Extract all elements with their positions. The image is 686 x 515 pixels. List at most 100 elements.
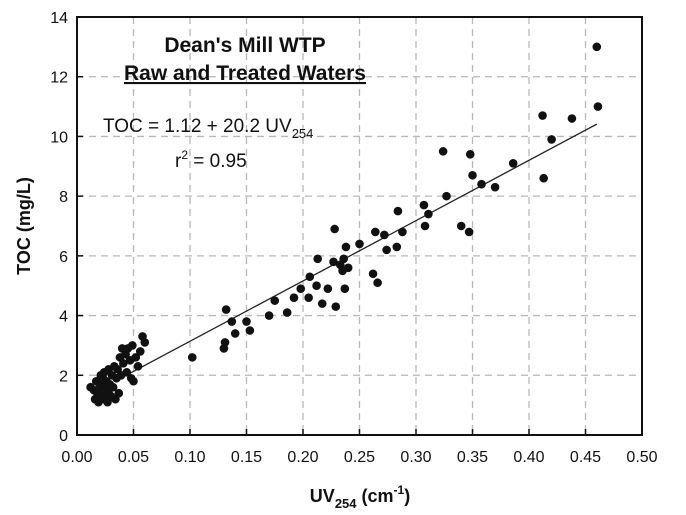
r2-superscript: 2 bbox=[181, 148, 188, 162]
x-tick-labels: 0.00 0.05 0.10 0.15 0.20 0.25 0.30 0.35 0.40 0.45… bbox=[61, 429, 658, 466]
x-axis-title-main: UV bbox=[310, 486, 335, 506]
data-point bbox=[227, 317, 237, 326]
x-tick-label: 0.00 bbox=[61, 449, 92, 466]
data-point bbox=[398, 227, 407, 237]
data-point bbox=[419, 200, 429, 210]
data-point bbox=[129, 376, 138, 386]
data-point bbox=[477, 179, 486, 189]
data-point bbox=[508, 159, 518, 168]
data-point bbox=[593, 102, 603, 111]
data-point bbox=[340, 284, 350, 294]
y-axis-title: TOC (mg/L) bbox=[14, 177, 34, 275]
y-tick-label: 2 bbox=[59, 368, 68, 385]
data-point bbox=[245, 326, 255, 335]
data-point bbox=[592, 42, 602, 52]
x-axis-title-unit: (cm bbox=[357, 486, 394, 506]
y-tick-label: 10 bbox=[50, 129, 68, 146]
data-point bbox=[317, 299, 327, 308]
data-point bbox=[135, 347, 145, 356]
r-squared: r2 = 0.95 bbox=[175, 148, 247, 172]
data-point bbox=[339, 254, 348, 264]
data-point bbox=[538, 111, 547, 120]
data-point bbox=[323, 284, 333, 294]
data-point bbox=[304, 293, 313, 302]
x-tick-label: 0.35 bbox=[457, 449, 488, 466]
data-point bbox=[282, 308, 292, 317]
data-point bbox=[329, 257, 338, 267]
x-axis-title-subscript: 254 bbox=[335, 496, 357, 511]
y-tick-label: 12 bbox=[50, 70, 68, 87]
y-tick-label: 4 bbox=[59, 309, 68, 326]
chart-subtitle: Raw and Treated Waters bbox=[124, 62, 366, 85]
x-tick-label: 0.25 bbox=[344, 449, 375, 466]
gridlines bbox=[77, 17, 642, 435]
x-axis-title: UV254 (cm-1) bbox=[310, 483, 410, 511]
x-axis-title-unit-superscript: -1 bbox=[394, 483, 405, 497]
data-point bbox=[393, 206, 403, 216]
data-point bbox=[108, 382, 118, 392]
data-point bbox=[465, 150, 475, 159]
x-tick-label: 0.40 bbox=[513, 449, 544, 466]
data-point bbox=[131, 353, 141, 362]
x-tick-label: 0.10 bbox=[174, 449, 205, 466]
data-point bbox=[373, 278, 382, 288]
y-tick-labels: 0 2 4 6 8 10 12 14 bbox=[50, 10, 83, 445]
regression-line-layer bbox=[121, 123, 598, 379]
x-tick-label: 0.20 bbox=[287, 449, 318, 466]
data-point bbox=[371, 227, 380, 237]
data-point bbox=[312, 281, 321, 291]
data-point bbox=[230, 329, 240, 338]
data-point bbox=[242, 317, 251, 326]
data-point bbox=[296, 284, 306, 294]
data-point bbox=[221, 305, 231, 314]
data-point bbox=[464, 227, 474, 237]
data-point bbox=[438, 147, 448, 156]
y-tick-label: 14 bbox=[50, 10, 68, 27]
data-point bbox=[220, 338, 230, 347]
x-tick-label: 0.45 bbox=[570, 449, 601, 466]
data-point bbox=[456, 221, 466, 231]
equation-subscript: 254 bbox=[292, 126, 314, 141]
x-tick-label: 0.30 bbox=[400, 449, 431, 466]
data-point bbox=[341, 242, 351, 252]
data-point bbox=[343, 263, 353, 273]
data-point bbox=[119, 359, 128, 368]
data-point bbox=[313, 254, 322, 264]
data-point bbox=[382, 245, 391, 255]
data-point bbox=[539, 173, 548, 183]
data-point bbox=[114, 388, 124, 398]
data-points bbox=[86, 42, 603, 407]
data-point bbox=[330, 224, 339, 234]
data-point bbox=[490, 182, 500, 192]
data-point bbox=[567, 114, 577, 123]
data-point bbox=[128, 341, 137, 350]
data-point bbox=[442, 191, 451, 201]
data-point bbox=[355, 239, 364, 249]
data-point bbox=[133, 362, 143, 371]
data-point bbox=[122, 368, 132, 377]
data-point bbox=[380, 230, 389, 240]
x-tick-label: 0.50 bbox=[626, 449, 657, 466]
data-point bbox=[140, 338, 150, 347]
r2-label: r bbox=[175, 151, 182, 172]
x-tick-label: 0.05 bbox=[118, 449, 149, 466]
data-point bbox=[264, 311, 274, 320]
data-point bbox=[289, 293, 299, 302]
data-point bbox=[424, 209, 433, 219]
x-tick-label: 0.15 bbox=[231, 449, 262, 466]
chart-title: Dean's Mill WTP bbox=[164, 34, 325, 57]
data-point bbox=[392, 242, 402, 252]
r2-value: = 0.95 bbox=[188, 151, 247, 172]
data-point bbox=[305, 272, 315, 282]
data-point bbox=[187, 353, 197, 362]
y-tick-label: 8 bbox=[59, 189, 68, 206]
data-point bbox=[270, 296, 280, 305]
regression-line bbox=[121, 123, 598, 379]
x-axis-title-unit-close: ) bbox=[404, 486, 410, 506]
y-tick-label: 0 bbox=[59, 428, 68, 445]
data-point bbox=[368, 269, 378, 279]
y-tick-label: 6 bbox=[59, 249, 68, 266]
data-point bbox=[331, 302, 341, 311]
equation-main: TOC = 1.12 + 20.2 UV bbox=[103, 116, 292, 137]
